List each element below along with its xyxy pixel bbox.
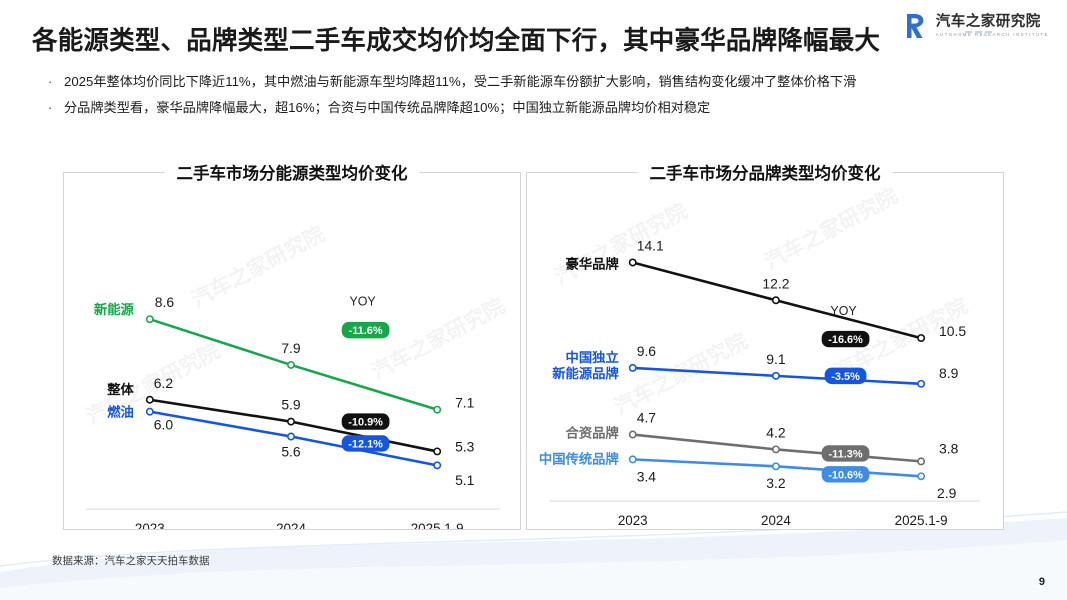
data-value-label: 4.2 bbox=[766, 425, 786, 441]
yoy-badge: -12.1% bbox=[341, 435, 390, 452]
chart-card-energy-type: 二手车市场分能源类型均价变化 汽车之家研究院 汽车之家研究院 汽车之家研究院 2… bbox=[63, 160, 521, 530]
series-label: 中国传统品牌 bbox=[539, 450, 619, 466]
svg-text:-11.6%: -11.6% bbox=[349, 325, 383, 337]
bullet-text-2: 分品牌类型看，豪华品牌降幅最大，超16%；合资与中国传统品牌降超10%；中国独立… bbox=[64, 100, 711, 116]
brand-logo: 汽车之家研究院 AUTOHOME RESEARCH INSTITUTE bbox=[904, 12, 1049, 40]
yoy-header-label: YOY bbox=[830, 304, 857, 318]
x-axis-tick-label: 2023 bbox=[618, 513, 648, 528]
data-point bbox=[287, 432, 295, 441]
chart-plot-brand-type: 汽车之家研究院 汽车之家研究院 汽车之家研究院 汽车之家研究院 20232024… bbox=[527, 173, 1003, 529]
data-point bbox=[287, 360, 295, 369]
data-point bbox=[771, 296, 780, 305]
x-axis-tick-label: 2025.1-9 bbox=[895, 513, 948, 528]
data-value-label: 9.1 bbox=[766, 351, 786, 367]
bullet-item-1: · 2025年整体均价同比下降近11%，其中燃油与新能源车型均降超11%，受二手… bbox=[48, 72, 1008, 92]
data-point bbox=[628, 258, 637, 267]
data-point bbox=[917, 379, 926, 388]
line-chart-brand-type: 2023 2024 2025.1-9 14.1 12.2 10.5 豪华品牌 -16.6% 9.… bbox=[539, 238, 980, 528]
yoy-header-label: YOY bbox=[349, 294, 376, 308]
data-point bbox=[628, 455, 637, 464]
chart-card-brand-type: 二手车市场分品牌类型均价变化 汽车之家研究院 汽车之家研究院 汽车之家研究院 汽… bbox=[526, 160, 1004, 530]
x-axis-tick-label: 2024 bbox=[761, 513, 791, 528]
data-value-label: 14.1 bbox=[637, 238, 664, 254]
svg-text:-10.9%: -10.9% bbox=[348, 417, 383, 429]
series-label: 中国独立新能源品牌 bbox=[552, 349, 619, 381]
autohome-logo-icon bbox=[906, 14, 924, 38]
data-value-label: 5.1 bbox=[455, 472, 475, 488]
data-point bbox=[145, 407, 154, 416]
data-value-label: 8.6 bbox=[155, 294, 175, 310]
data-point bbox=[917, 457, 926, 466]
data-value-label: 3.2 bbox=[766, 475, 786, 491]
data-point bbox=[917, 334, 926, 343]
data-value-label: 7.9 bbox=[281, 340, 301, 356]
data-value-label: 12.2 bbox=[762, 275, 789, 291]
data-value-label: 6.2 bbox=[154, 375, 174, 391]
bullet-marker-icon: · bbox=[48, 74, 53, 89]
x-axis-tick-label: 2023 bbox=[135, 521, 165, 529]
data-point bbox=[145, 395, 154, 404]
data-value-label: 5.9 bbox=[281, 397, 301, 413]
yoy-badge: -10.9% bbox=[341, 413, 390, 430]
data-value-label: 6.0 bbox=[154, 417, 174, 433]
data-value-label: 4.7 bbox=[637, 410, 657, 426]
data-value-label: 3.4 bbox=[637, 468, 657, 484]
header-dots-decoration bbox=[965, 20, 995, 38]
data-point bbox=[433, 447, 442, 456]
bullet-marker-icon: · bbox=[48, 100, 53, 116]
data-point bbox=[433, 405, 442, 414]
data-value-label: 3.8 bbox=[939, 440, 959, 456]
data-point bbox=[628, 363, 637, 372]
svg-text:-11.3%: -11.3% bbox=[829, 448, 863, 460]
chart-title-energy-type: 二手车市场分能源类型均价变化 bbox=[164, 160, 420, 184]
chart-title-brand-type: 二手车市场分品牌类型均价变化 bbox=[637, 160, 893, 184]
yoy-badge: -3.5% bbox=[824, 367, 867, 385]
series-label: 豪华品牌 bbox=[566, 255, 619, 271]
series-label: 燃油 bbox=[107, 404, 134, 420]
data-value-label: 2.9 bbox=[937, 485, 957, 501]
logo-text-en: AUTOHOME RESEARCH INSTITUTE bbox=[935, 31, 1049, 37]
yoy-badge: -11.6% bbox=[341, 321, 390, 339]
svg-text:-10.6%: -10.6% bbox=[828, 469, 863, 481]
data-point bbox=[771, 462, 780, 471]
yoy-badge: -11.3% bbox=[821, 445, 870, 462]
logo-text-cn: 汽车之家研究院 bbox=[935, 14, 1041, 31]
data-point bbox=[145, 315, 154, 324]
data-point bbox=[628, 430, 637, 439]
series-label: 新能源 bbox=[94, 301, 135, 317]
data-value-label: 10.5 bbox=[939, 323, 966, 339]
svg-text:-3.5%: -3.5% bbox=[831, 371, 860, 383]
data-point bbox=[287, 417, 295, 426]
page-title: 各能源类型、品牌类型二手车成交均价均全面下行，其中豪华品牌降幅最大 bbox=[32, 27, 881, 55]
data-source-note: 数据来源：汽车之家天天拍车数据 bbox=[52, 555, 210, 567]
page-number: 9 bbox=[1038, 576, 1045, 588]
bullet-list: · 2025年整体均价同比下降近11%，其中燃油与新能源车型均降超11%，受二手… bbox=[48, 72, 1008, 125]
svg-text:-16.6%: -16.6% bbox=[828, 334, 863, 346]
data-value-label: 5.3 bbox=[455, 438, 475, 454]
yoy-badge: -10.6% bbox=[821, 466, 870, 483]
data-point bbox=[771, 371, 780, 380]
series-label: 整体 bbox=[107, 381, 134, 397]
data-point bbox=[771, 445, 780, 454]
data-value-label: 8.9 bbox=[939, 365, 959, 381]
x-axis-tick-label: 2024 bbox=[276, 521, 306, 529]
yoy-badge: -16.6% bbox=[821, 330, 870, 348]
data-value-label: 5.6 bbox=[281, 443, 301, 459]
bullet-text-1: 2025年整体均价同比下降近11%，其中燃油与新能源车型均降超11%，受二手新能… bbox=[64, 74, 857, 89]
svg-text:-12.1%: -12.1% bbox=[348, 438, 383, 450]
line-chart-energy-type: 2023 2024 2025.1-9 8.6 7.9 7.1 新能源 -11.6% 6.2 5.9… bbox=[86, 294, 500, 529]
chart-plot-energy-type: 汽车之家研究院 汽车之家研究院 汽车之家研究院 202320242025.1-9… bbox=[64, 173, 520, 529]
data-point bbox=[433, 461, 442, 470]
data-value-label: 7.1 bbox=[455, 395, 475, 411]
series-label: 合资品牌 bbox=[566, 425, 619, 441]
x-axis-tick-label: 2025.1-9 bbox=[411, 521, 464, 529]
data-value-label: 9.6 bbox=[637, 343, 657, 359]
data-point bbox=[917, 472, 926, 481]
bullet-item-2: · 分品牌类型看，豪华品牌降幅最大，超16%；合资与中国传统品牌降超10%；中国… bbox=[48, 98, 1008, 118]
